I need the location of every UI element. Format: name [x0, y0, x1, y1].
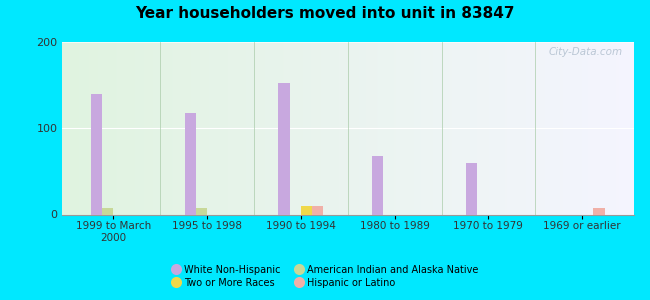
Bar: [372, 156, 384, 214]
Bar: [312, 206, 323, 214]
Bar: [466, 163, 477, 214]
Bar: [102, 208, 113, 214]
Text: Year householders moved into unit in 83847: Year householders moved into unit in 838…: [135, 6, 515, 21]
Bar: [196, 208, 207, 214]
Bar: [185, 113, 196, 214]
Bar: [91, 94, 102, 214]
Text: City-Data.com: City-Data.com: [548, 47, 622, 57]
Bar: [593, 208, 604, 214]
Bar: [301, 206, 312, 214]
Bar: [278, 83, 290, 214]
Legend: White Non-Hispanic, Two or More Races, American Indian and Alaska Native, Hispan: White Non-Hispanic, Two or More Races, A…: [168, 261, 482, 292]
